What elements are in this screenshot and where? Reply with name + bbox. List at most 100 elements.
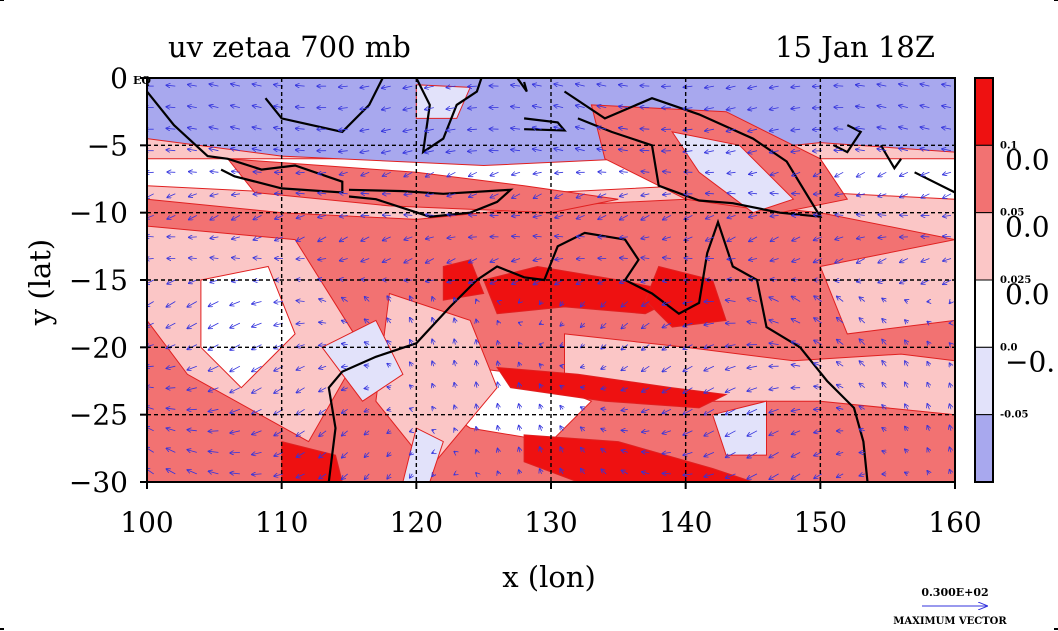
y-tick-label: −30 <box>69 466 128 499</box>
wind-vector <box>387 296 391 302</box>
wind-vector <box>942 149 952 151</box>
wind-vector <box>747 299 758 302</box>
colorbar-swatch <box>974 414 994 483</box>
wind-vector <box>942 106 952 108</box>
wind-vector <box>498 321 499 323</box>
wind-vector <box>662 365 672 371</box>
wind-vector <box>726 365 736 369</box>
wind-vector <box>318 172 327 174</box>
wind-vector <box>834 129 844 130</box>
wind-vector <box>621 470 628 474</box>
wind-vector <box>297 430 305 436</box>
wind-vector <box>749 172 758 174</box>
wind-vector <box>727 86 736 88</box>
wind-vector <box>792 259 801 262</box>
wind-vector <box>188 106 197 108</box>
wind-vector <box>601 429 607 431</box>
wind-vector <box>770 129 779 131</box>
wind-vector <box>921 172 930 175</box>
wind-vector <box>339 86 348 87</box>
wind-vector <box>792 365 801 367</box>
wind-vector <box>425 108 434 110</box>
wind-vector <box>950 302 952 304</box>
wind-vector <box>597 106 607 108</box>
wind-vector <box>447 237 456 238</box>
wind-vector <box>166 301 176 307</box>
x-axis-label: x (lon) <box>502 560 596 594</box>
wind-vector <box>598 215 607 219</box>
wind-vector <box>859 383 866 389</box>
wind-vector <box>662 473 671 474</box>
wind-vector <box>253 127 262 129</box>
wind-vector <box>231 127 240 129</box>
wind-vector <box>432 430 434 431</box>
wind-vector <box>454 383 455 388</box>
wind-vector <box>511 150 521 151</box>
wind-vector <box>404 215 413 216</box>
wind-vector <box>601 388 607 389</box>
wind-vector <box>210 194 219 196</box>
wind-vector <box>387 364 391 367</box>
wind-vector <box>342 344 348 345</box>
wind-vector <box>927 342 929 345</box>
wind-vector <box>642 452 650 453</box>
y-tick-label: 0 <box>110 62 128 95</box>
wind-vector <box>601 449 607 453</box>
colorbar-big-label: −0. <box>1005 345 1055 378</box>
colorbar-small-label: -0.05 <box>1000 410 1029 421</box>
wind-vector <box>662 452 671 453</box>
wind-vector <box>533 106 542 108</box>
wind-vector <box>476 361 477 367</box>
wind-vector <box>297 365 305 370</box>
wind-vector <box>792 171 801 176</box>
wind-vector <box>540 384 542 388</box>
wind-vector <box>432 384 434 388</box>
wind-vector <box>576 84 585 86</box>
wind-vector <box>684 258 693 259</box>
wind-vector <box>747 366 758 368</box>
wind-vector <box>252 302 262 305</box>
wind-vector <box>882 298 886 301</box>
wind-vector <box>189 215 197 219</box>
wind-vector <box>387 318 391 324</box>
wind-vector <box>469 280 478 283</box>
wind-vector <box>469 171 478 176</box>
wind-vector <box>232 215 241 219</box>
wind-vector <box>498 449 499 453</box>
wind-vector <box>511 107 521 108</box>
wind-vector <box>620 237 628 238</box>
wind-vector <box>598 172 607 173</box>
wind-vector <box>387 452 391 456</box>
wind-vector <box>432 297 434 302</box>
wind-vector <box>410 296 413 302</box>
wind-vector <box>835 171 844 176</box>
wind-vector <box>663 215 672 219</box>
wind-vector <box>748 151 758 153</box>
wind-vector <box>454 318 455 324</box>
wind-vector <box>726 430 736 436</box>
wind-vector <box>365 388 370 389</box>
wind-vector <box>189 194 197 197</box>
wind-vector <box>640 107 650 108</box>
wind-vector <box>231 84 240 86</box>
wind-vector <box>342 366 348 367</box>
wind-vector <box>577 279 585 284</box>
wind-vector <box>447 171 456 176</box>
wind-vector <box>166 150 176 151</box>
x-axis-ticks: 100 110 120 130 140 150 160 <box>120 482 982 539</box>
plot-area <box>147 78 955 482</box>
wind-vector <box>365 431 370 435</box>
wind-vector <box>727 193 736 194</box>
wind-vector <box>187 365 197 370</box>
wind-vector <box>726 473 736 478</box>
wind-vector <box>620 194 628 197</box>
wind-vector <box>642 322 650 328</box>
wind-vector <box>704 387 715 393</box>
y-axis-ticks: 0 EQ −5 −10 −15 −20 −25 −30 <box>69 62 151 499</box>
wind-vector <box>361 193 370 194</box>
wind-vector <box>469 194 478 197</box>
x-tick-label: 150 <box>794 506 847 539</box>
wind-vector <box>361 236 370 241</box>
wind-vector <box>476 450 477 453</box>
wind-vector <box>410 431 413 432</box>
